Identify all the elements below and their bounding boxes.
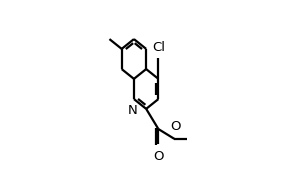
Text: N: N bbox=[128, 104, 137, 117]
Text: O: O bbox=[153, 150, 164, 163]
Text: O: O bbox=[170, 120, 181, 133]
Text: Cl: Cl bbox=[152, 41, 165, 54]
